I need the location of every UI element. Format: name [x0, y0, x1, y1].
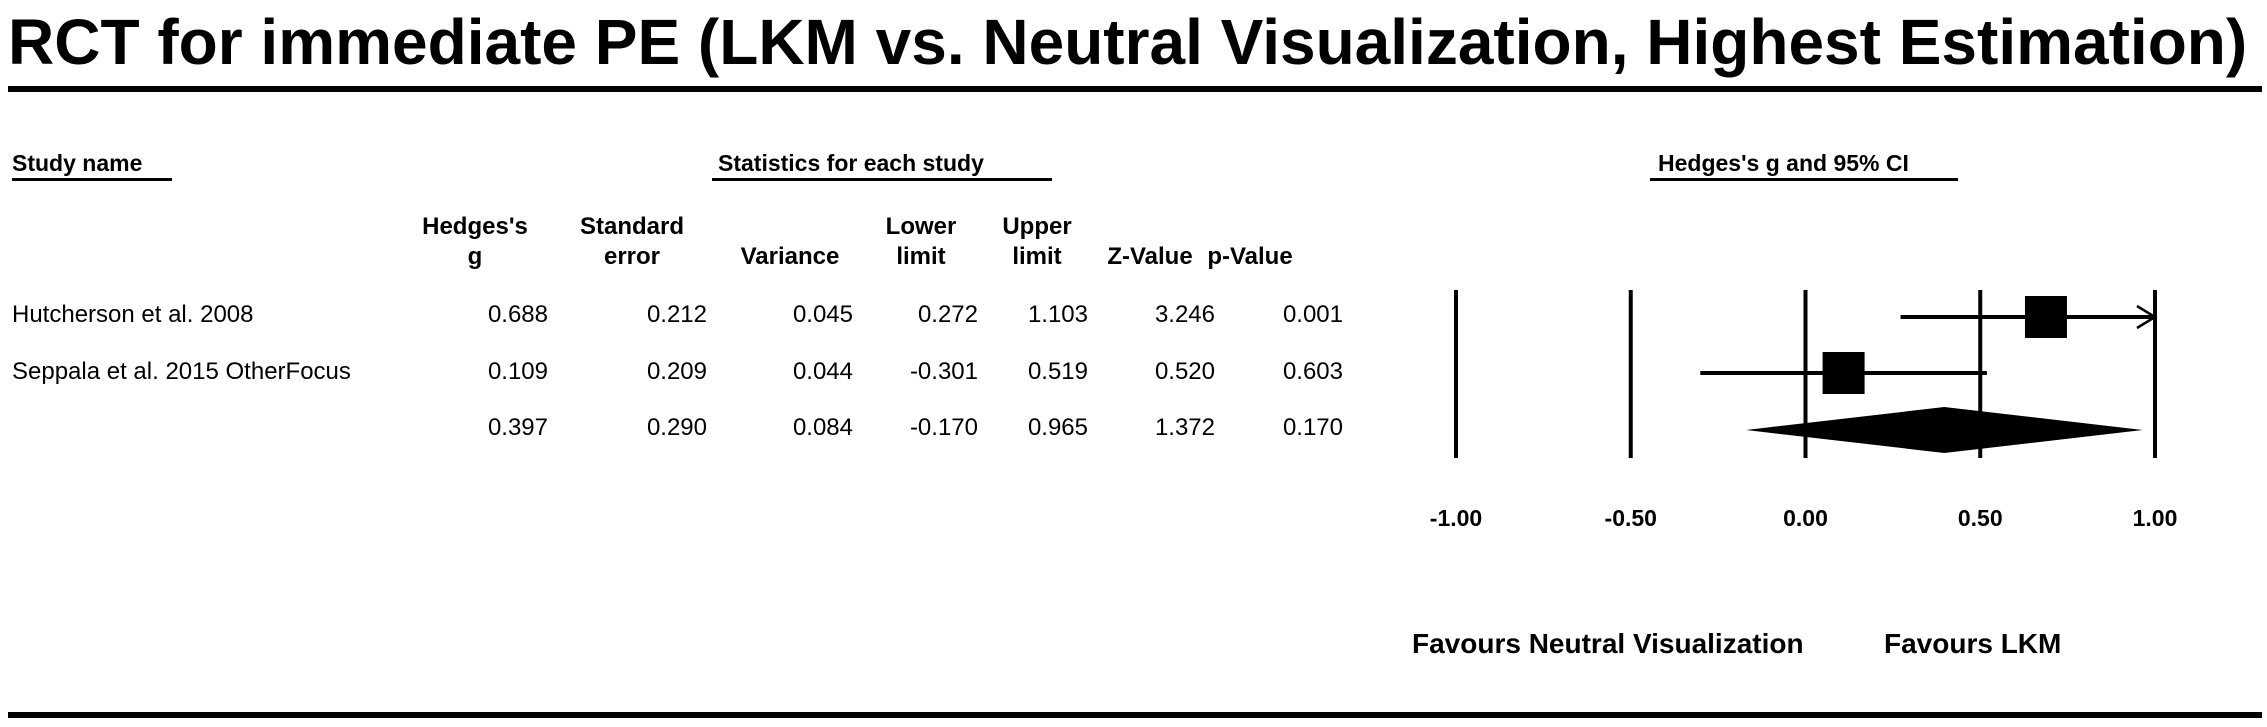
summary-hedges-g-cell: 0.397 — [487, 414, 548, 441]
page-title: RCT for immediate PE (LKM vs. Neutral Vi… — [8, 6, 2248, 78]
upper-limit-cell: 0.519 — [1027, 358, 1088, 385]
variance-cell: 0.045 — [792, 301, 853, 328]
forest-underline — [1650, 178, 1958, 181]
top-rule — [8, 86, 2262, 92]
p-value-cell: 0.001 — [1282, 301, 1343, 328]
x-tick-label: -1.00 — [1430, 505, 1482, 531]
col-header-hedges-g: Hedges's g — [422, 213, 528, 270]
summary-variance-cell: 0.084 — [792, 414, 853, 441]
study-name-underline — [12, 178, 172, 181]
point-estimate-square — [2024, 296, 2067, 338]
summary-standard-error-cell: 0.290 — [646, 414, 707, 441]
z-value-cell: 3.246 — [1154, 301, 1215, 328]
favours-right-label: Favours LKM — [1884, 628, 2062, 659]
summary-diamond — [1746, 407, 2143, 453]
summary-z-value-cell: 1.372 — [1154, 414, 1215, 441]
ci-arrow — [2136, 304, 2158, 330]
forest-plot: -1.00 -0.50 0.00 0.50 1.00 — [1430, 290, 2178, 531]
z-value-cell: 0.520 — [1154, 358, 1215, 385]
bottom-rule — [8, 712, 2262, 718]
summary-upper-limit-cell: 0.965 — [1027, 414, 1088, 441]
variance-cell: 0.044 — [792, 358, 853, 385]
col-header-standard-error: Standard error — [579, 213, 684, 270]
col-header-z-value: Z-Value — [1107, 243, 1193, 270]
study-name-header: Study name — [12, 150, 143, 176]
upper-limit-cell: 1.103 — [1027, 301, 1088, 328]
study-name-cell: Hutcherson et al. 2008 — [12, 301, 254, 328]
lower-limit-cell: -0.301 — [909, 358, 978, 385]
col-header-lower-limit: Lower limit — [885, 213, 957, 270]
x-tick-label: 0.50 — [1958, 505, 2003, 531]
x-tick-label: -0.50 — [1605, 505, 1657, 531]
summary-lower-limit-cell: -0.170 — [909, 414, 978, 441]
study-name-cell: Seppala et al. 2015 OtherFocus — [12, 358, 351, 385]
forest-header: Hedges's g and 95% CI — [1658, 150, 1909, 176]
favours-left-label: Favours Neutral Visualization — [1412, 628, 1804, 659]
hedges-g-cell: 0.109 — [487, 358, 548, 385]
col-header-upper-limit: Upper limit — [1002, 213, 1072, 270]
statistics-header: Statistics for each study — [718, 150, 984, 176]
hedges-g-cell: 0.688 — [487, 301, 548, 328]
col-header-variance: Variance — [740, 243, 840, 270]
x-tick-label: 0.00 — [1783, 505, 1828, 531]
x-tick-label: 1.00 — [2133, 505, 2178, 531]
standard-error-cell: 0.212 — [646, 301, 707, 328]
summary-p-value-cell: 0.170 — [1282, 414, 1343, 441]
col-header-p-value: p-Value — [1207, 243, 1293, 270]
point-estimate-square — [1822, 352, 1865, 394]
lower-limit-cell: 0.272 — [917, 301, 978, 328]
p-value-cell: 0.603 — [1282, 358, 1343, 385]
statistics-underline — [712, 178, 1052, 181]
standard-error-cell: 0.209 — [646, 358, 707, 385]
